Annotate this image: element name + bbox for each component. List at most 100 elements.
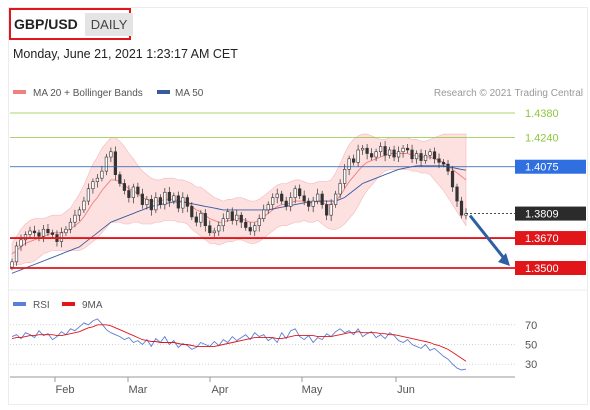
- candle-body: [329, 204, 333, 216]
- candle-body: [414, 153, 419, 160]
- candle: [239, 211, 243, 229]
- candle: [100, 165, 104, 182]
- level-tag-support: [515, 231, 586, 246]
- candle-body: [298, 188, 302, 197]
- candle-body: [446, 163, 450, 172]
- candle: [423, 149, 428, 164]
- candle: [356, 144, 360, 167]
- candle: [280, 190, 284, 205]
- forecast-arrow-shaft: [468, 214, 509, 263]
- candle: [320, 190, 324, 209]
- candle: [298, 184, 302, 199]
- candle: [441, 159, 446, 168]
- ma50-line: [11, 165, 467, 274]
- candle-body: [253, 225, 257, 232]
- candle: [32, 225, 37, 237]
- candle: [82, 196, 86, 214]
- candle: [136, 182, 140, 198]
- candle: [68, 217, 73, 234]
- candle: [73, 209, 77, 228]
- candle: [432, 147, 437, 164]
- candle: [450, 165, 455, 192]
- candle: [122, 179, 126, 195]
- candle-body: [450, 170, 455, 188]
- candle-body: [14, 245, 19, 263]
- candle-body: [73, 214, 77, 223]
- rsi-tick-label: 30: [525, 359, 537, 371]
- candle: [437, 153, 441, 169]
- candle-body: [217, 225, 221, 232]
- candle-body: [158, 197, 162, 205]
- rsi-tick-label: 50: [525, 339, 537, 351]
- candle-body: [387, 149, 392, 156]
- level-label: 1.3500: [525, 263, 559, 275]
- level-tag-last: [515, 206, 586, 221]
- candle-body: [284, 200, 288, 207]
- candle: [217, 221, 221, 236]
- candle: [176, 191, 180, 213]
- candle: [41, 225, 46, 243]
- candle-body: [311, 200, 315, 207]
- candle-body: [361, 147, 365, 151]
- candle: [91, 178, 95, 194]
- timeframe-badge[interactable]: DAILY: [84, 12, 134, 36]
- candle: [199, 210, 203, 228]
- candle: [316, 188, 320, 205]
- candle: [266, 201, 270, 214]
- candle: [46, 223, 50, 236]
- candle: [190, 202, 194, 221]
- candle: [248, 222, 252, 236]
- candle: [262, 204, 266, 222]
- candle-body: [194, 216, 198, 223]
- candle-body: [320, 193, 324, 205]
- candle: [203, 209, 207, 232]
- ma50-legend-swatch: [157, 90, 170, 94]
- candle: [208, 220, 212, 236]
- x-tick-label: Jun: [397, 384, 415, 396]
- candle-body: [154, 197, 158, 211]
- candle-body: [122, 183, 126, 191]
- candle-body: [113, 151, 117, 175]
- candle: [167, 186, 171, 207]
- candle-body: [145, 199, 149, 205]
- candle-body: [91, 181, 95, 190]
- candle-body: [374, 151, 378, 158]
- candle: [64, 226, 68, 236]
- rsi-line: [11, 318, 467, 371]
- candle: [302, 190, 306, 206]
- candle: [289, 192, 293, 212]
- candle-body: [149, 199, 153, 211]
- candle-body: [383, 146, 387, 156]
- candle: [140, 188, 144, 209]
- candle: [428, 148, 432, 160]
- candle-body: [302, 195, 306, 202]
- candle-body: [248, 227, 252, 232]
- candle-body: [10, 261, 14, 268]
- candle: [419, 149, 423, 167]
- candle: [145, 196, 149, 210]
- candle: [181, 192, 185, 214]
- candle: [104, 153, 108, 176]
- candle-body: [441, 162, 446, 165]
- candle: [383, 141, 387, 162]
- candle-body: [271, 197, 275, 205]
- rsi-legend-swatch: [13, 302, 26, 306]
- candle-body: [118, 174, 122, 184]
- candle-body: [64, 228, 68, 234]
- candle: [158, 194, 162, 209]
- candle: [401, 145, 405, 158]
- candle: [275, 188, 279, 204]
- price-plot: [10, 133, 468, 274]
- candle: [127, 185, 131, 203]
- candle-body: [221, 218, 225, 227]
- candle: [185, 194, 189, 213]
- candle-body: [127, 190, 131, 198]
- candle-body: [266, 204, 270, 211]
- candle-body: [410, 149, 414, 160]
- ma20-legend-label: MA 20 + Bollinger Bands: [33, 88, 143, 99]
- candle-body: [176, 195, 180, 209]
- candle: [329, 199, 333, 221]
- candle-body: [46, 228, 50, 234]
- level-label: 1.3809: [525, 209, 559, 221]
- candle-body: [289, 197, 293, 207]
